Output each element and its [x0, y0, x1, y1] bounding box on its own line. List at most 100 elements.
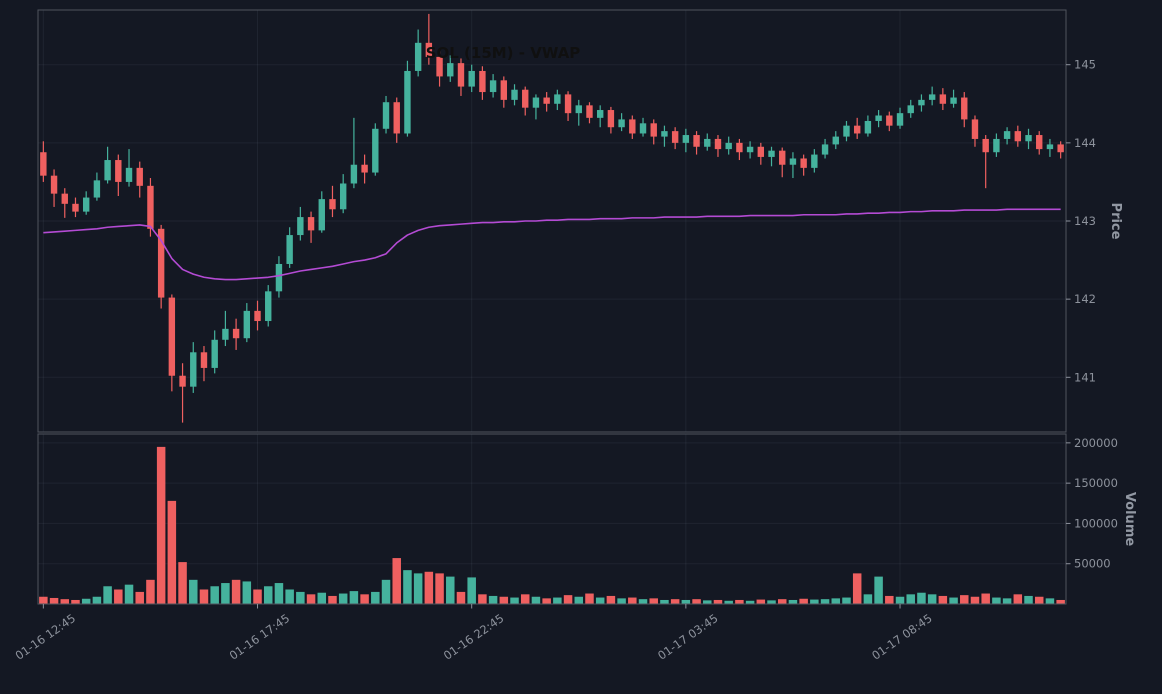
volume-bar [1034, 596, 1044, 604]
volume-bar [574, 596, 584, 604]
volume-bar [103, 586, 112, 604]
price-axis-ticks: 141 142 143 144 145 [1066, 58, 1096, 384]
volume-axis-label: Volume [1122, 491, 1137, 547]
candle-body [543, 97, 550, 104]
candle-body [532, 97, 540, 108]
candle-body [200, 352, 208, 368]
volume-bar [606, 595, 616, 604]
price-tick-label: 144 [1074, 136, 1096, 150]
x-tick-label: 01-17 03:45 [655, 611, 721, 663]
volume-bar [938, 595, 948, 604]
volume-bar [381, 579, 391, 604]
volume-bar [338, 593, 348, 604]
volume-bar [392, 558, 401, 604]
candle-body [843, 125, 850, 137]
volume-bar [520, 594, 530, 604]
candle-body [971, 119, 979, 139]
volume-bar [467, 577, 476, 604]
candle-body [564, 94, 572, 114]
candle-body [671, 131, 679, 143]
volume-bar [146, 579, 155, 604]
candle-body [1036, 135, 1043, 150]
price-tick-label: 145 [1074, 58, 1096, 72]
candle-body [746, 146, 754, 153]
volume-bar [178, 562, 187, 604]
candle-body [468, 70, 475, 87]
price-tick-label: 143 [1074, 214, 1096, 228]
volume-bar [531, 596, 541, 604]
x-tick-label: 01-16 12:45 [13, 611, 79, 663]
candle-body [104, 160, 111, 181]
volume-bar [306, 594, 316, 604]
volume-bar [253, 589, 262, 604]
volume-bar [360, 594, 369, 604]
candle-body [404, 70, 411, 134]
volume-bar [403, 570, 412, 604]
volume-bar [199, 589, 209, 604]
candle-body [789, 158, 797, 165]
volume-bar [863, 594, 873, 604]
volume-bar [285, 589, 294, 604]
volume-bar [949, 597, 958, 604]
candle-body [40, 152, 47, 176]
volume-bar [992, 597, 1001, 604]
candle-body [82, 197, 90, 212]
volume-tick-label: 50000 [1074, 557, 1111, 571]
volume-bar [446, 576, 455, 604]
candle-body [265, 291, 272, 322]
volume-bar [156, 446, 166, 604]
candle-body [704, 138, 711, 147]
volume-bar [927, 594, 937, 604]
candle-body [382, 102, 390, 129]
volume-bar [317, 592, 327, 604]
candle-body [928, 94, 936, 100]
candle-body [693, 135, 700, 147]
candle-body [339, 183, 347, 210]
volume-bar [681, 599, 691, 604]
candle-body [607, 110, 615, 128]
candle-body [318, 199, 325, 231]
candle-body [800, 158, 807, 168]
vwap-line [43, 208, 1061, 281]
volume-bar [274, 583, 284, 604]
candle-body [297, 217, 304, 236]
candle-body [950, 97, 957, 104]
candle-body [179, 375, 186, 387]
candle-body [147, 185, 154, 229]
volume-series [39, 446, 1065, 604]
volume-bar [135, 591, 144, 604]
volume-bar [703, 600, 712, 604]
volume-bar [242, 581, 252, 604]
candle-body [618, 119, 625, 128]
volume-bar [424, 571, 434, 604]
volume-bar [328, 595, 337, 604]
volume-bar [39, 596, 48, 604]
candle-body [350, 164, 358, 184]
volume-bar [349, 591, 359, 604]
volume-bar [745, 600, 755, 604]
volume-bar [660, 599, 669, 604]
volume-bar [724, 600, 733, 604]
candle-body [1014, 131, 1022, 142]
candle-body [982, 138, 989, 153]
chart-title: SOL (15M) - VWAP [425, 44, 581, 62]
volume-bar [456, 591, 466, 604]
candle-body [586, 105, 593, 118]
candle-body [275, 263, 283, 292]
volume-bar [167, 500, 177, 604]
volume-bar [553, 597, 562, 604]
candle-body [125, 167, 133, 182]
candle-body [661, 131, 668, 137]
candle-body [1003, 131, 1011, 139]
candlestick-series [40, 13, 1064, 423]
candle-body [115, 160, 122, 182]
candle-body [886, 115, 893, 126]
candle-body [489, 80, 497, 93]
candle-body [436, 56, 443, 77]
volume-bar [1013, 594, 1023, 604]
candle-body [447, 63, 454, 77]
candle-body [500, 80, 508, 100]
volume-bar [960, 595, 969, 604]
volume-bar [81, 598, 91, 604]
candle-body [821, 144, 829, 155]
